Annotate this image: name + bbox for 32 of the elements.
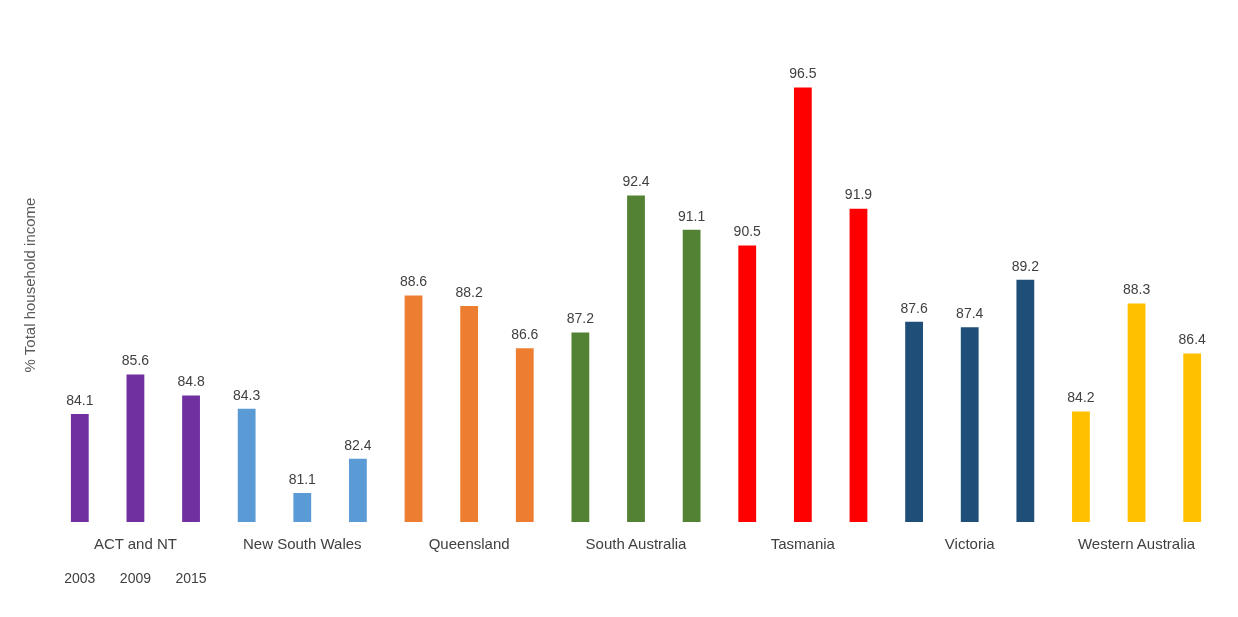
x-tick-label: Tasmania (770, 535, 836, 553)
data-label: 84.8 (177, 373, 205, 390)
data-label: 87.2 (566, 310, 595, 327)
y-axis-title: % Total household income (21, 197, 39, 373)
data-label: 85.6 (121, 352, 150, 369)
data-label: 91.1 (677, 207, 706, 224)
x-tick-label: Western Australia (1077, 535, 1196, 553)
x-tick-label: South Australia (585, 535, 688, 553)
data-label: 87.6 (900, 299, 928, 316)
data-label: 87.4 (956, 304, 984, 321)
series-label: 2015 (175, 569, 207, 586)
data-label: 96.5 (789, 65, 817, 82)
data-label: 84.1 (66, 391, 94, 408)
series-label: 2003 (64, 569, 96, 586)
data-label: 88.3 (1122, 281, 1151, 298)
x-tick-label: ACT and NT (93, 535, 177, 553)
data-label: 88.6 (399, 273, 428, 290)
data-label: 91.9 (844, 186, 873, 203)
x-tick-label: Victoria (944, 535, 996, 553)
series-label: 2009 (119, 569, 152, 586)
data-label: 89.2 (1011, 257, 1040, 274)
data-label: 81.1 (288, 470, 317, 487)
data-label: 86.6 (511, 326, 539, 343)
data-label: 88.2 (455, 283, 483, 300)
data-label: 82.4 (344, 436, 372, 453)
x-tick-label: Queensland (428, 535, 510, 553)
data-label: 84.2 (1067, 389, 1095, 406)
data-label: 92.4 (622, 173, 650, 190)
x-tick-label: New South Wales (242, 535, 362, 553)
data-label: 86.4 (1178, 331, 1207, 348)
data-label: 84.3 (233, 386, 261, 403)
data-label: 90.5 (733, 223, 762, 240)
